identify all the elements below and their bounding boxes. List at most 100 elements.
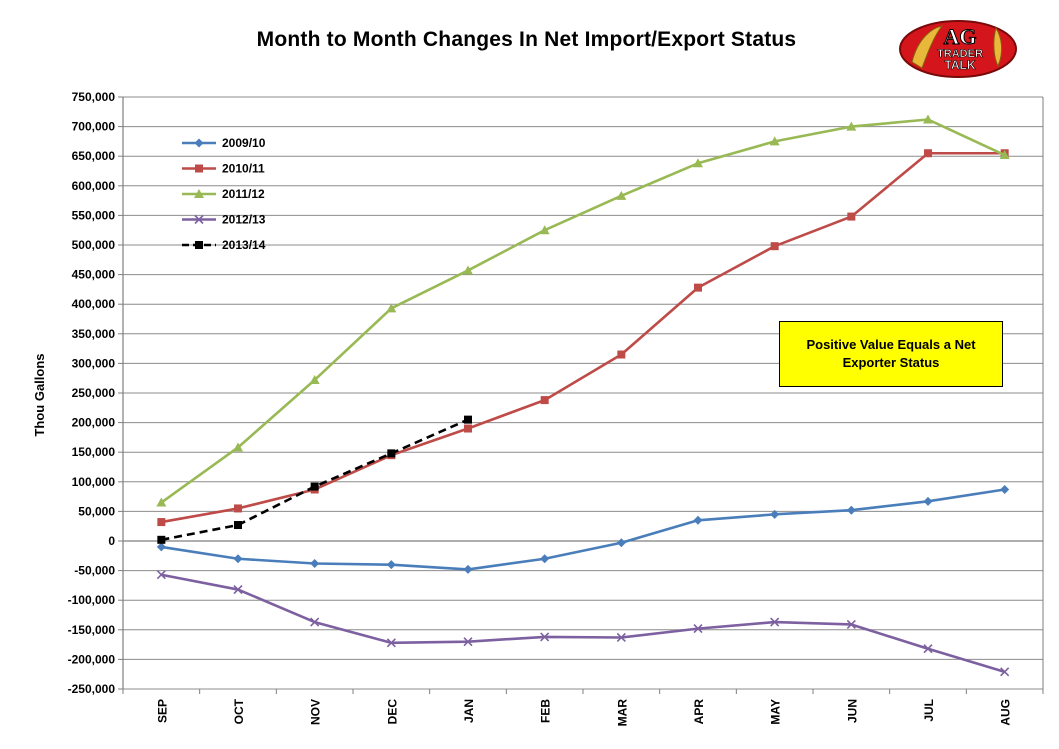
series-2009/10 <box>156 484 1010 574</box>
x-tick-label: APR <box>692 699 706 725</box>
series-2012/13 <box>156 570 1010 677</box>
data-point <box>234 521 242 530</box>
data-point <box>846 505 856 515</box>
series-2011/12 <box>156 114 1010 507</box>
logo-line2: TRADER <box>937 48 983 60</box>
legend-label: 2013/14 <box>222 238 266 252</box>
data-point <box>924 149 932 158</box>
wheat-icon <box>993 26 1003 68</box>
series-line <box>161 573 1006 674</box>
data-point <box>386 560 396 570</box>
x-tick-label: MAY <box>769 699 783 725</box>
data-point <box>464 424 472 433</box>
data-point <box>693 515 703 525</box>
data-point <box>233 442 243 452</box>
legend-item: 2010/11 <box>182 162 265 176</box>
legend-marker <box>194 138 204 148</box>
legend-label: 2011/12 <box>222 187 265 201</box>
data-point <box>463 637 473 647</box>
x-tick-label: JUN <box>845 699 859 723</box>
legend-item: 2012/13 <box>182 213 266 227</box>
annotation-box: Positive Value Equals a Net Exporter Sta… <box>779 321 1003 387</box>
data-point <box>923 114 933 124</box>
series-2013/14 <box>157 415 472 544</box>
y-tick-label: 0 <box>108 534 115 548</box>
y-tick-label: 100,000 <box>72 475 116 489</box>
data-point <box>310 617 320 627</box>
data-point <box>1000 667 1010 677</box>
y-tick-label: 500,000 <box>72 238 116 252</box>
data-point <box>156 542 166 552</box>
data-point <box>310 558 320 568</box>
legend-marker <box>195 241 203 249</box>
data-point <box>616 538 626 548</box>
y-tick-label: 550,000 <box>72 208 116 222</box>
data-point <box>157 535 166 544</box>
data-point <box>770 509 780 519</box>
logo-line1: AG <box>944 24 977 49</box>
y-tick-label: 350,000 <box>72 327 116 341</box>
gridlines <box>118 96 1044 694</box>
data-point <box>616 190 627 200</box>
data-point <box>464 415 472 424</box>
y-tick-label: -50,000 <box>74 564 115 578</box>
data-point <box>923 644 933 654</box>
x-tick-label: FEB <box>539 699 553 723</box>
y-tick-label: 300,000 <box>72 356 116 370</box>
legend-label: 2010/11 <box>222 162 265 176</box>
chart-title: Month to Month Changes In Net Import/Exp… <box>256 28 797 51</box>
legend-marker <box>194 214 204 225</box>
data-point <box>540 554 550 564</box>
y-tick-label: 50,000 <box>78 504 115 518</box>
data-point <box>770 617 780 627</box>
logo-line3: TALK <box>944 58 975 72</box>
data-point <box>463 564 473 574</box>
x-tick-label: DEC <box>385 699 399 725</box>
x-tick-label: AUG <box>999 699 1013 726</box>
data-point <box>156 570 166 580</box>
x-tick-label: MAR <box>615 699 629 727</box>
data-point <box>616 632 626 643</box>
data-point <box>387 449 396 458</box>
x-tick-label: OCT <box>232 698 246 724</box>
data-point <box>694 283 702 292</box>
data-point <box>999 150 1010 160</box>
y-tick-label: -150,000 <box>68 623 116 637</box>
data-point <box>386 303 397 313</box>
data-point <box>847 212 856 221</box>
series-line <box>161 488 1005 571</box>
data-point <box>846 619 856 630</box>
x-tick-label: JUL <box>922 699 936 722</box>
y-tick-label: 400,000 <box>72 297 116 311</box>
data-point <box>386 638 396 648</box>
data-point <box>156 497 167 507</box>
data-point <box>309 374 320 384</box>
x-tick-labels: SEP OCT NOV DEC JAN FEB MAR APR MAY JUN JUL AUG <box>155 698 1012 726</box>
legend-item: 2009/10 <box>182 136 266 150</box>
legend-marker <box>195 164 203 173</box>
series-line <box>160 118 1006 504</box>
data-point <box>233 584 243 595</box>
x-tick-label: JAN <box>462 699 476 723</box>
data-point <box>923 496 933 506</box>
y-tick-label: 450,000 <box>72 268 116 282</box>
data-point <box>539 225 550 235</box>
y-tick-label: -200,000 <box>68 652 116 666</box>
annotation-text: Positive Value Equals a Net Exporter Sta… <box>806 337 976 370</box>
legend-marker <box>194 189 204 198</box>
y-tick-label: 650,000 <box>72 149 116 163</box>
data-point <box>693 624 703 634</box>
legend-item: 2013/14 <box>182 238 266 252</box>
legend-label: 2012/13 <box>222 213 266 227</box>
data-point <box>157 518 166 527</box>
x-tick-label: NOV <box>309 699 323 725</box>
y-tick-label: 250,000 <box>72 386 116 400</box>
ag-trader-talk-logo: AG TRADER TALK <box>899 20 1017 78</box>
data-point <box>617 350 626 359</box>
data-point <box>310 482 319 491</box>
corn-icon <box>911 25 944 69</box>
x-tick-label: SEP <box>155 699 169 723</box>
y-tick-label: 150,000 <box>72 445 116 459</box>
y-tick-label: 750,000 <box>72 90 116 104</box>
